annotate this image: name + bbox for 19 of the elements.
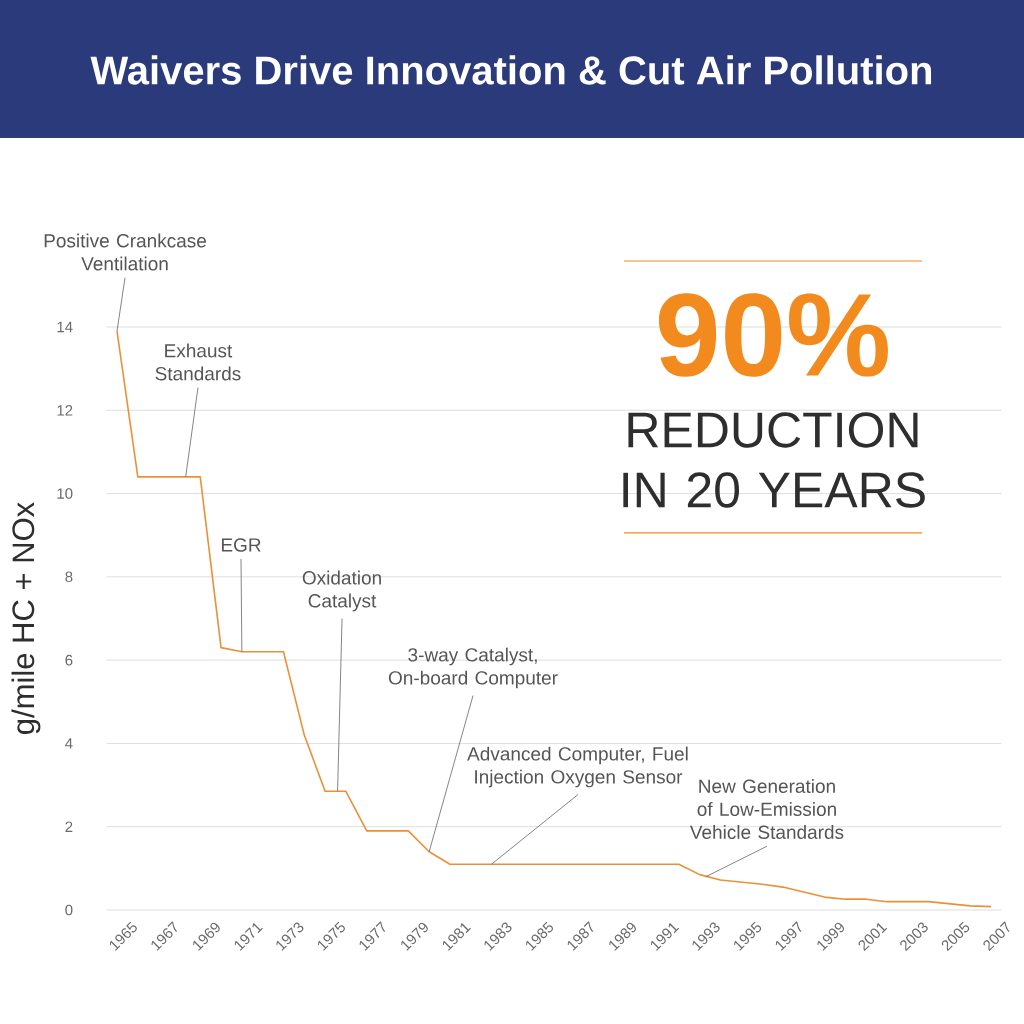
annotation: Advanced Computer, Fuel Injection Oxygen Sensor (467, 746, 688, 788)
annotation: 90% (658, 293, 888, 377)
y-axis-title: g/mile HC + NOx (11, 502, 41, 734)
chart-title: Waivers Drive Innovation & Cut Air Pollution (90, 55, 932, 85)
annotation: EGR (221, 538, 261, 552)
y-tick-label: 6 (65, 654, 73, 666)
y-tick-label: 12 (57, 405, 73, 416)
annotation: Oxidation Catalyst (302, 570, 381, 612)
annotation: Positive Crankcase Ventilation (44, 233, 206, 271)
y-tick-label: 0 (65, 904, 73, 916)
y-tick-label: 10 (57, 488, 73, 499)
y-tick-label: 4 (65, 738, 73, 749)
annotation: New Generation of Low-Emission Vehicle Standards (689, 779, 844, 839)
annotation: Exhaust Standards (155, 343, 241, 381)
y-tick-label: 14 (57, 321, 73, 333)
y-tick-label: 8 (65, 571, 73, 583)
y-tick-label: 2 (65, 821, 73, 832)
annotation: REDUCTION IN 20 YEARS (623, 412, 925, 508)
annotation: 3-way Catalyst, On-board Computer (388, 647, 558, 689)
